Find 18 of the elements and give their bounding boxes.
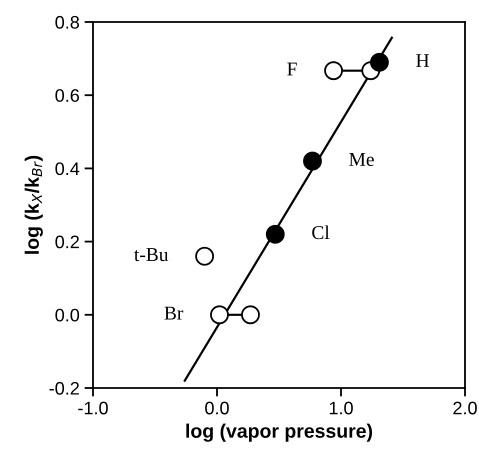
x-tick-label: 0.0 xyxy=(205,402,229,414)
y-tick-label: 0.8 xyxy=(55,16,80,29)
annotation: Br xyxy=(164,306,184,320)
y-tick-label: -0.2 xyxy=(50,382,79,395)
annotation: Me xyxy=(349,153,374,166)
y-axis-title: log (k$_{X}$/k$_{Br}$) xyxy=(24,156,43,254)
annotation: F xyxy=(287,62,297,76)
x-tick-label: 1.0 xyxy=(330,402,353,414)
annotation: Cl xyxy=(312,225,330,240)
annotation: t-Bu xyxy=(134,248,168,262)
x-axis-title: log (vapor pressure) xyxy=(186,424,372,442)
x-tick-label: 2.0 xyxy=(453,402,477,414)
y-tick-label: 0.4 xyxy=(55,162,80,176)
y-tick-label: 0.6 xyxy=(55,89,80,102)
annotation: H xyxy=(416,54,430,67)
x-tick-label: -1.0 xyxy=(78,402,108,414)
y-tick-label: 0.0 xyxy=(55,308,80,322)
y-tick-label: 0.2 xyxy=(55,236,79,248)
